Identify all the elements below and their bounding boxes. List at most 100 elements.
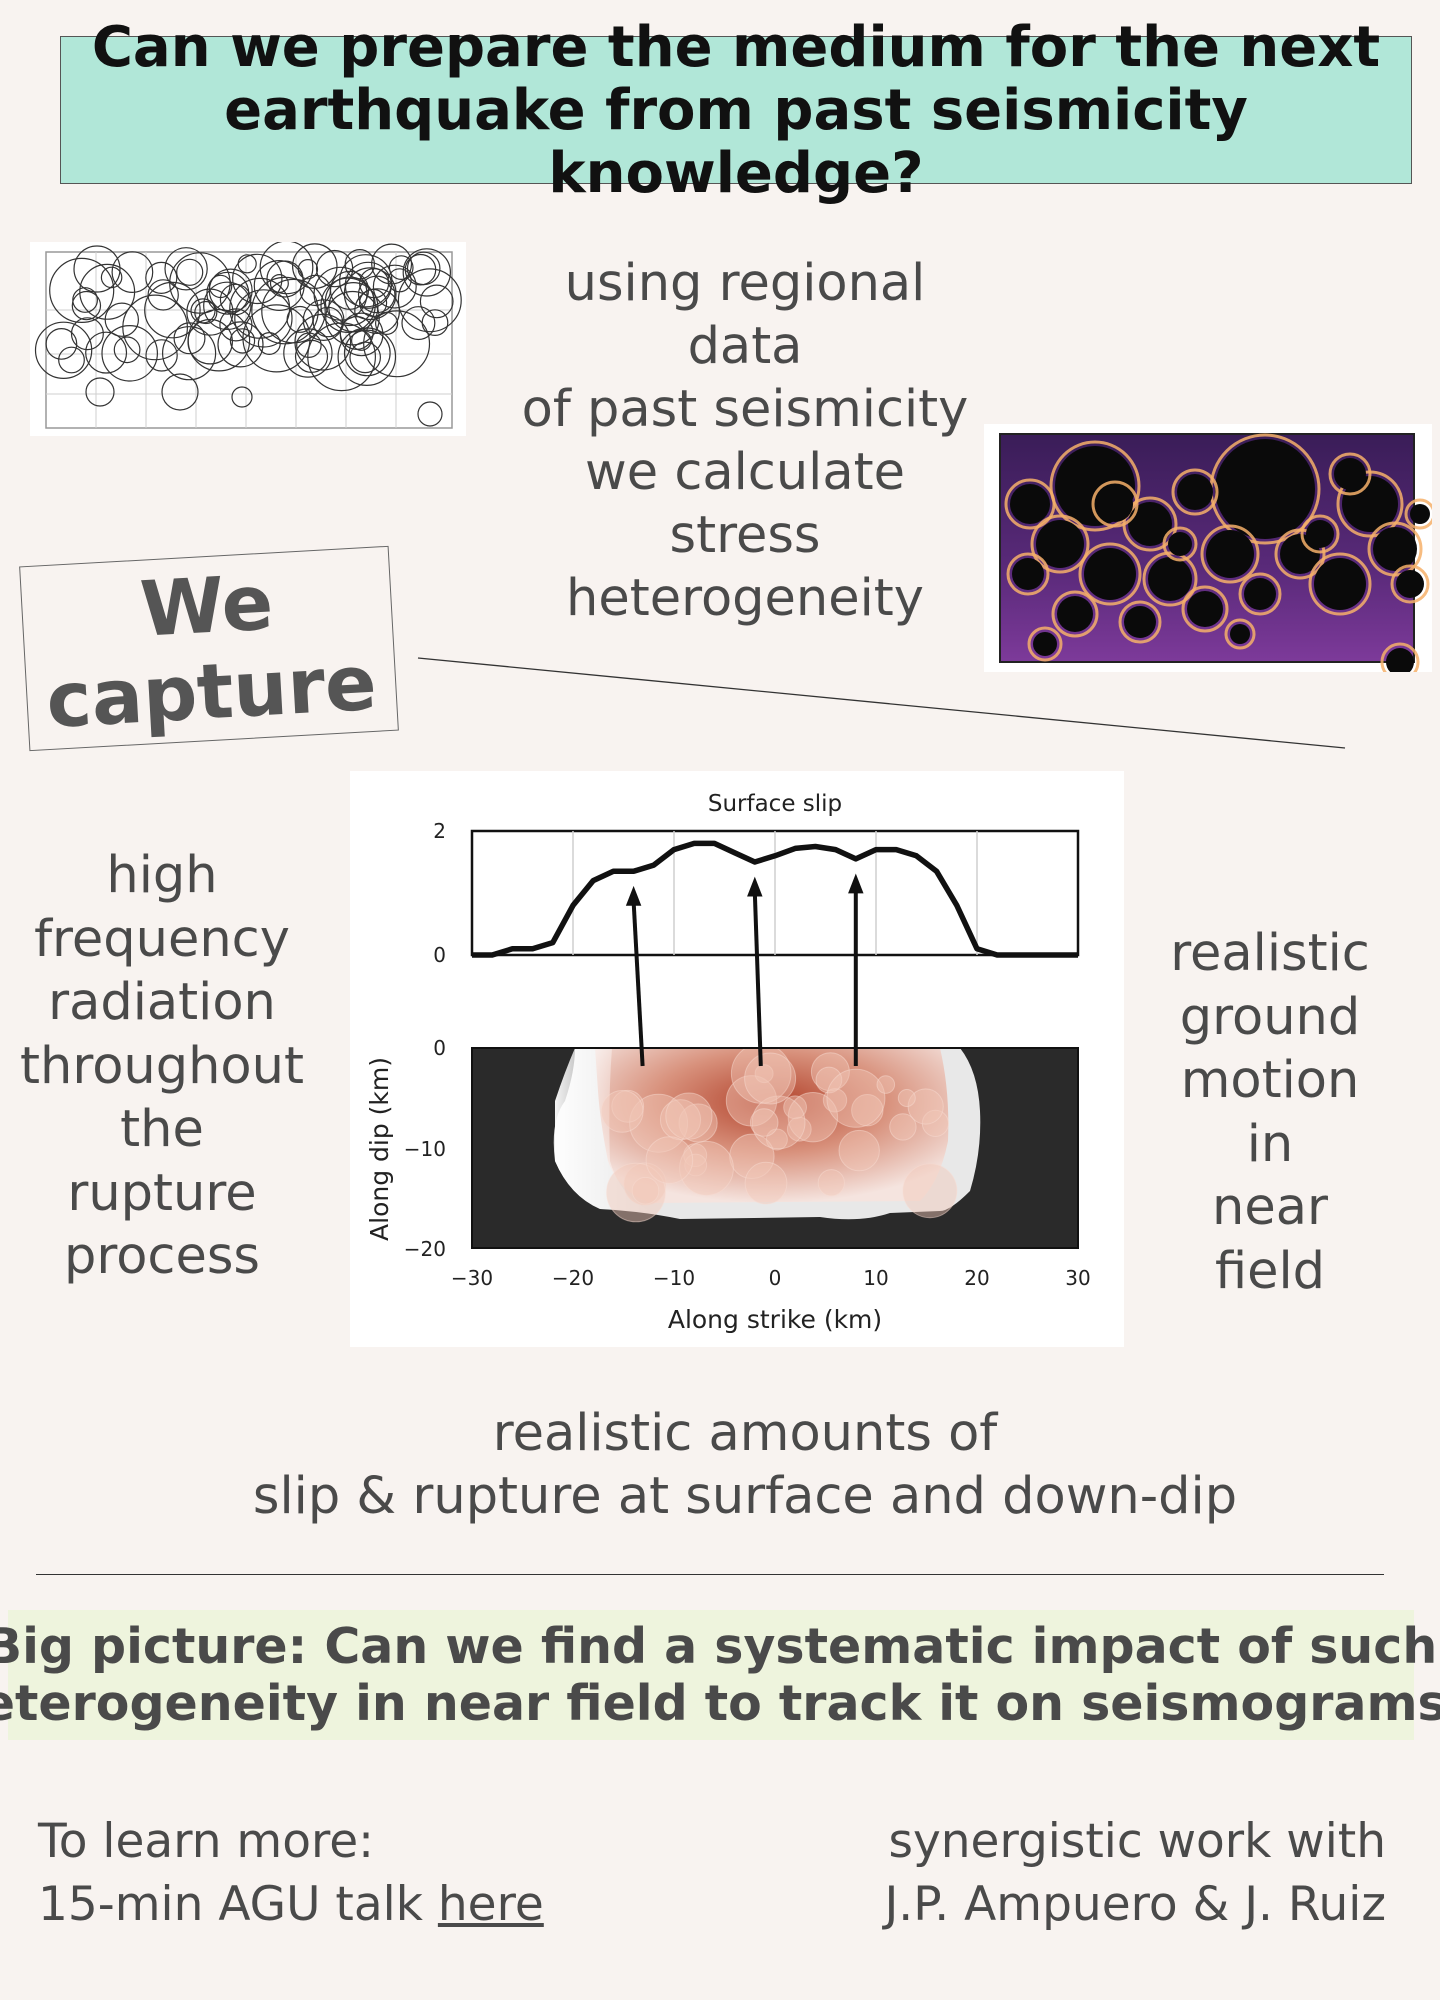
stress-glow-ring [1004, 478, 1056, 530]
seismicity-circle [101, 325, 159, 382]
seismicity-circle [388, 255, 414, 281]
seismicity-circle [344, 249, 375, 280]
x-axis-label: Along strike (km) [668, 1305, 882, 1334]
seismicity-circle [419, 284, 454, 319]
slip-chart-panel: Surface slip 2 0 0 −10 −20 −30 −20 −10 0 10 2… [350, 771, 1124, 1347]
seismicity-circle [72, 287, 98, 313]
seismicity-circle [34, 321, 93, 380]
stress-glow-ring [1078, 542, 1142, 606]
x-tick-label: 10 [863, 1266, 888, 1290]
x-tick-label: 30 [1065, 1266, 1090, 1290]
slip-texture-circle [787, 1092, 839, 1143]
stress-circle [1148, 557, 1192, 601]
slip-texture-circle [815, 1066, 843, 1094]
stress-glow-ring [1049, 440, 1141, 532]
seismicity-circle [283, 328, 333, 378]
stress-circle [1230, 624, 1250, 644]
bottom-ytick-20: −20 [404, 1237, 446, 1261]
left-line-5: the [120, 1100, 204, 1159]
seismicity-circle [337, 327, 397, 387]
seismicity-circle [45, 327, 78, 360]
slip-arrow [752, 891, 763, 1067]
left-line-3: radiation [48, 973, 276, 1032]
stress-glow-ring [1200, 524, 1260, 584]
stress-figure [984, 424, 1436, 682]
we-capture-box: We capture [19, 545, 399, 752]
intro-line-3: of past seismicity [521, 380, 969, 439]
slip-texture-circle [645, 1136, 694, 1184]
y-axis-label: Along dip (km) [365, 1057, 394, 1241]
x-tick-label: −30 [451, 1266, 493, 1290]
stress-circle [1373, 527, 1417, 571]
stress-circle [1314, 558, 1366, 610]
talk-label: 15-min AGU talk [38, 1877, 438, 1932]
bottom-line-2: slip & rupture at surface and down-dip [252, 1467, 1238, 1526]
seismicity-circle [339, 254, 393, 308]
stress-circle [1097, 486, 1133, 522]
big-picture-line-1: Big picture: Can we find a systematic im… [0, 1618, 1438, 1675]
slip-texture-circle [606, 1162, 666, 1223]
x-tick-labels: −30 −20 −10 0 10 20 30 [451, 1266, 1091, 1290]
stress-glow-ring [1162, 526, 1198, 562]
intro-line-2: data [687, 317, 803, 376]
seismicity-circle [349, 341, 381, 374]
stress-circle [1177, 474, 1213, 510]
slip-texture-circle [822, 1088, 848, 1113]
stress-circle [1057, 596, 1093, 632]
left-line-6: rupture [67, 1163, 257, 1223]
stress-circle [1215, 439, 1315, 539]
stress-circle [1386, 648, 1414, 676]
stress-glow-ring [1328, 452, 1372, 496]
bottom-line-1: realistic amounts of [492, 1404, 998, 1463]
seismicity-circle [203, 281, 252, 330]
seismicity-circle [343, 267, 397, 321]
seismicity-circle [100, 266, 123, 289]
seismicity-circle [104, 302, 140, 337]
slip-texture-circle [629, 1093, 689, 1153]
stress-circle [1306, 520, 1334, 548]
slip-texture-circle [611, 1089, 645, 1123]
stress-glow-ring [1030, 514, 1090, 574]
x-tick-label: −10 [653, 1266, 695, 1290]
footer-left-line-1: To learn more: [38, 1814, 374, 1869]
slip-texture-circle [679, 1140, 734, 1196]
stress-glow-ring [1224, 618, 1256, 650]
talk-link[interactable]: here [437, 1877, 544, 1932]
seismicity-circle [251, 276, 319, 345]
seismicity-circle [294, 339, 329, 374]
right-text: realistic ground motion in near field [1140, 922, 1400, 1303]
slip-texture-circle [851, 1094, 884, 1127]
footer-left-line-2: 15-min AGU talk here [38, 1873, 544, 1936]
stress-circle [1334, 458, 1366, 490]
stress-circle [1410, 504, 1430, 524]
bottom-ytick-10: −10 [404, 1137, 446, 1161]
slip-arrow-head [747, 876, 763, 897]
slip-texture-circle [665, 1092, 713, 1140]
top-ytick-2: 2 [433, 819, 446, 843]
right-line-6: field [1214, 1241, 1326, 1301]
stress-circle [1033, 632, 1057, 656]
stress-circle [1128, 502, 1172, 546]
slip-texture-circle [725, 1075, 778, 1127]
stress-glow-ring [1171, 468, 1219, 516]
right-line-3: motion [1180, 1051, 1360, 1110]
slip-texture-circle [838, 1129, 880, 1172]
title-line-1: Can we prepare the medium for the next [91, 14, 1381, 80]
seismicity-circle [294, 313, 352, 371]
stress-figure-svg [999, 433, 1436, 682]
slip-heatmap [472, 1048, 1078, 1248]
slip-texture-circle [744, 1161, 788, 1205]
seismicity-circle [417, 401, 443, 427]
seismicity-circle [372, 264, 417, 309]
stress-circle [1084, 548, 1136, 600]
stress-glow-ring [1300, 514, 1340, 554]
seismicity-circle [162, 326, 217, 381]
seismicity-circle [164, 247, 208, 291]
slip-texture-circle [754, 1064, 774, 1084]
seismicity-circle [354, 288, 401, 334]
slip-texture-circle [730, 1048, 792, 1104]
pointer-line [417, 657, 1346, 749]
intro-line-1: using regional [564, 254, 926, 313]
x-tick-label: −20 [552, 1266, 594, 1290]
stress-circles [1004, 433, 1436, 682]
